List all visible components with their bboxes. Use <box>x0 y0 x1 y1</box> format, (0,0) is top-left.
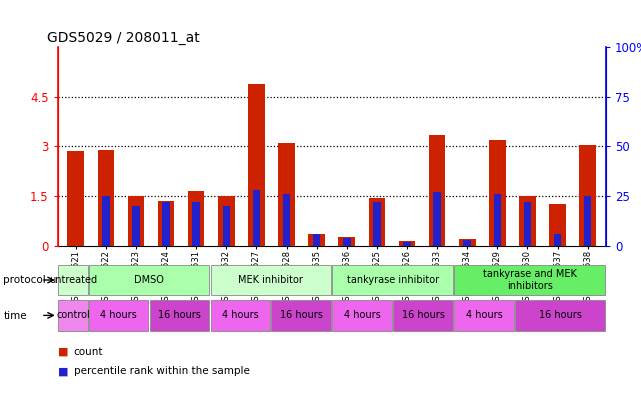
Bar <box>524 202 531 246</box>
Bar <box>210 264 331 296</box>
Text: 4 hours: 4 hours <box>344 310 381 320</box>
Text: 4 hours: 4 hours <box>465 310 503 320</box>
Bar <box>58 264 88 296</box>
Bar <box>459 239 476 246</box>
Bar <box>271 300 331 331</box>
Bar <box>433 192 441 246</box>
Bar <box>97 150 114 246</box>
Bar <box>494 194 501 246</box>
Text: count: count <box>74 347 103 357</box>
Bar <box>102 196 110 246</box>
Bar <box>399 241 415 246</box>
Bar <box>554 234 562 246</box>
Text: 4 hours: 4 hours <box>222 310 259 320</box>
Bar <box>489 140 506 246</box>
Bar <box>429 135 445 246</box>
Text: ■: ■ <box>58 366 68 376</box>
Text: control: control <box>56 310 90 320</box>
Bar <box>579 145 596 246</box>
Bar <box>278 143 295 246</box>
Bar <box>218 196 235 246</box>
Bar <box>128 196 144 246</box>
Bar <box>584 196 592 246</box>
Bar <box>332 300 392 331</box>
Bar <box>403 242 411 246</box>
Bar <box>248 84 265 246</box>
Bar <box>67 151 84 246</box>
Bar <box>454 264 605 296</box>
Bar <box>210 300 271 331</box>
Text: 16 hours: 16 hours <box>158 310 201 320</box>
Text: 16 hours: 16 hours <box>538 310 581 320</box>
Bar <box>313 234 320 246</box>
Text: DMSO: DMSO <box>134 275 164 285</box>
Bar <box>393 300 453 331</box>
Bar <box>162 202 170 246</box>
Bar <box>149 300 210 331</box>
Text: tankyrase inhibitor: tankyrase inhibitor <box>347 275 438 285</box>
Bar <box>158 201 174 246</box>
Text: MEK inhibitor: MEK inhibitor <box>238 275 303 285</box>
Text: 16 hours: 16 hours <box>402 310 444 320</box>
Bar <box>519 196 536 246</box>
Bar <box>369 198 385 246</box>
Bar <box>308 234 325 246</box>
Bar <box>88 264 210 296</box>
Bar <box>549 204 566 246</box>
Bar <box>338 237 355 246</box>
Bar <box>343 238 351 246</box>
Bar <box>515 300 605 331</box>
Text: 4 hours: 4 hours <box>100 310 137 320</box>
Text: 16 hours: 16 hours <box>280 310 322 320</box>
Bar <box>222 206 230 246</box>
Bar <box>58 300 88 331</box>
Bar <box>454 300 514 331</box>
Text: time: time <box>3 310 27 321</box>
Text: GDS5029 / 208011_at: GDS5029 / 208011_at <box>47 31 199 45</box>
Bar <box>373 202 381 246</box>
Bar <box>192 202 200 246</box>
Bar <box>283 194 290 246</box>
Bar <box>463 240 471 246</box>
Text: protocol: protocol <box>3 275 46 285</box>
Text: tankyrase and MEK
inhibitors: tankyrase and MEK inhibitors <box>483 269 576 291</box>
Bar <box>132 206 140 246</box>
Text: percentile rank within the sample: percentile rank within the sample <box>74 366 249 376</box>
Text: untreated: untreated <box>49 275 97 285</box>
Text: ■: ■ <box>58 347 68 357</box>
Bar <box>88 300 149 331</box>
Bar <box>188 191 204 246</box>
Bar <box>332 264 453 296</box>
Bar <box>253 190 260 246</box>
